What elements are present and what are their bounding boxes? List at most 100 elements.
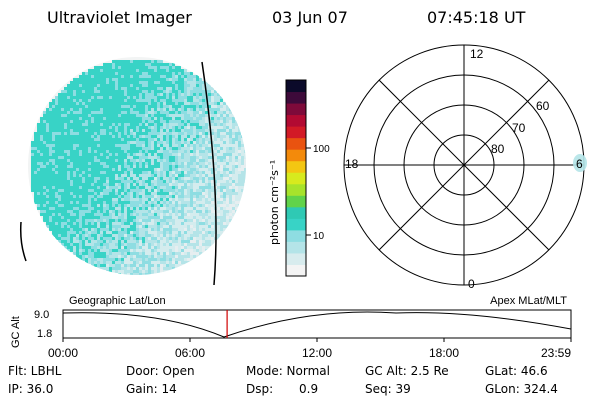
uv-pixel bbox=[115, 114, 118, 117]
uv-pixel bbox=[133, 177, 136, 180]
uv-pixel bbox=[172, 246, 175, 249]
uv-pixel bbox=[55, 138, 58, 141]
uv-pixel bbox=[190, 156, 193, 159]
uv-pixel bbox=[52, 105, 55, 108]
uv-pixel bbox=[61, 105, 64, 108]
uv-pixel bbox=[151, 75, 154, 78]
uv-pixel bbox=[52, 219, 55, 222]
uv-pixel bbox=[148, 75, 151, 78]
uv-pixel bbox=[190, 165, 193, 168]
uv-pixel bbox=[58, 237, 61, 240]
uv-pixel bbox=[208, 153, 211, 156]
uv-pixel bbox=[82, 111, 85, 114]
uv-pixel bbox=[70, 246, 73, 249]
uv-pixel bbox=[58, 165, 61, 168]
uv-pixel bbox=[199, 102, 202, 105]
uv-pixel bbox=[241, 186, 244, 189]
uv-pixel bbox=[127, 93, 130, 96]
uv-pixel bbox=[37, 189, 40, 192]
uv-pixel bbox=[229, 117, 232, 120]
uv-pixel bbox=[85, 102, 88, 105]
uv-pixel bbox=[85, 222, 88, 225]
uv-pixel bbox=[157, 183, 160, 186]
uv-pixel bbox=[103, 138, 106, 141]
uv-pixel bbox=[121, 153, 124, 156]
uv-pixel bbox=[61, 123, 64, 126]
uv-pixel bbox=[193, 120, 196, 123]
uv-pixel bbox=[181, 186, 184, 189]
uv-pixel bbox=[178, 141, 181, 144]
uv-pixel bbox=[52, 153, 55, 156]
uv-pixel bbox=[160, 117, 163, 120]
uv-pixel bbox=[178, 168, 181, 171]
uv-pixel bbox=[127, 231, 130, 234]
uv-pixel bbox=[70, 171, 73, 174]
uv-pixel bbox=[94, 153, 97, 156]
uv-pixel bbox=[148, 267, 151, 270]
uv-pixel bbox=[199, 243, 202, 246]
uv-pixel bbox=[184, 210, 187, 213]
uv-pixel bbox=[145, 210, 148, 213]
uv-pixel bbox=[136, 225, 139, 228]
uv-pixel bbox=[148, 153, 151, 156]
uv-pixel bbox=[142, 174, 145, 177]
uv-pixel bbox=[199, 84, 202, 87]
uv-pixel bbox=[67, 153, 70, 156]
uv-pixel bbox=[94, 114, 97, 117]
uv-pixel bbox=[157, 147, 160, 150]
uv-pixel bbox=[106, 120, 109, 123]
uv-pixel bbox=[229, 189, 232, 192]
uv-pixel bbox=[88, 111, 91, 114]
uv-pixel bbox=[94, 195, 97, 198]
uv-pixel bbox=[196, 96, 199, 99]
uv-pixel bbox=[202, 207, 205, 210]
polar-label-12: 12 bbox=[470, 47, 484, 61]
uv-pixel bbox=[190, 192, 193, 195]
uv-pixel bbox=[217, 213, 220, 216]
uv-pixel bbox=[79, 159, 82, 162]
uv-pixel bbox=[172, 219, 175, 222]
uv-pixel bbox=[157, 255, 160, 258]
uv-pixel bbox=[232, 198, 235, 201]
uv-pixel bbox=[121, 180, 124, 183]
uv-pixel bbox=[52, 171, 55, 174]
uv-pixel bbox=[187, 246, 190, 249]
uv-pixel bbox=[160, 228, 163, 231]
uv-pixel bbox=[211, 165, 214, 168]
uv-pixel bbox=[163, 225, 166, 228]
uv-pixel bbox=[187, 183, 190, 186]
ip-value: IP: 36.0 bbox=[8, 382, 54, 396]
uv-pixel bbox=[70, 99, 73, 102]
uv-pixel bbox=[118, 225, 121, 228]
uv-pixel bbox=[112, 234, 115, 237]
uv-pixel bbox=[124, 141, 127, 144]
uv-pixel bbox=[139, 102, 142, 105]
uv-pixel bbox=[184, 165, 187, 168]
uv-pixel bbox=[49, 135, 52, 138]
uv-pixel bbox=[97, 174, 100, 177]
uv-pixel bbox=[157, 93, 160, 96]
polar-diagonal-2 bbox=[378, 79, 550, 251]
uv-pixel bbox=[82, 246, 85, 249]
uv-pixel bbox=[127, 153, 130, 156]
uv-pixel bbox=[133, 111, 136, 114]
uv-pixel bbox=[181, 114, 184, 117]
uv-pixel bbox=[55, 177, 58, 180]
uv-pixel bbox=[217, 180, 220, 183]
uv-pixel bbox=[76, 216, 79, 219]
uv-pixel bbox=[46, 201, 49, 204]
uv-pixel bbox=[232, 204, 235, 207]
uv-pixel bbox=[112, 177, 115, 180]
uv-pixel bbox=[85, 198, 88, 201]
uv-pixel bbox=[160, 174, 163, 177]
uv-pixel bbox=[49, 183, 52, 186]
uv-pixel bbox=[91, 78, 94, 81]
uv-pixel bbox=[52, 144, 55, 147]
uv-pixel bbox=[232, 186, 235, 189]
uv-pixel bbox=[163, 69, 166, 72]
uv-pixel bbox=[184, 117, 187, 120]
uv-pixel bbox=[199, 138, 202, 141]
uv-pixel bbox=[67, 93, 70, 96]
uv-pixel bbox=[91, 129, 94, 132]
uv-pixel bbox=[91, 201, 94, 204]
